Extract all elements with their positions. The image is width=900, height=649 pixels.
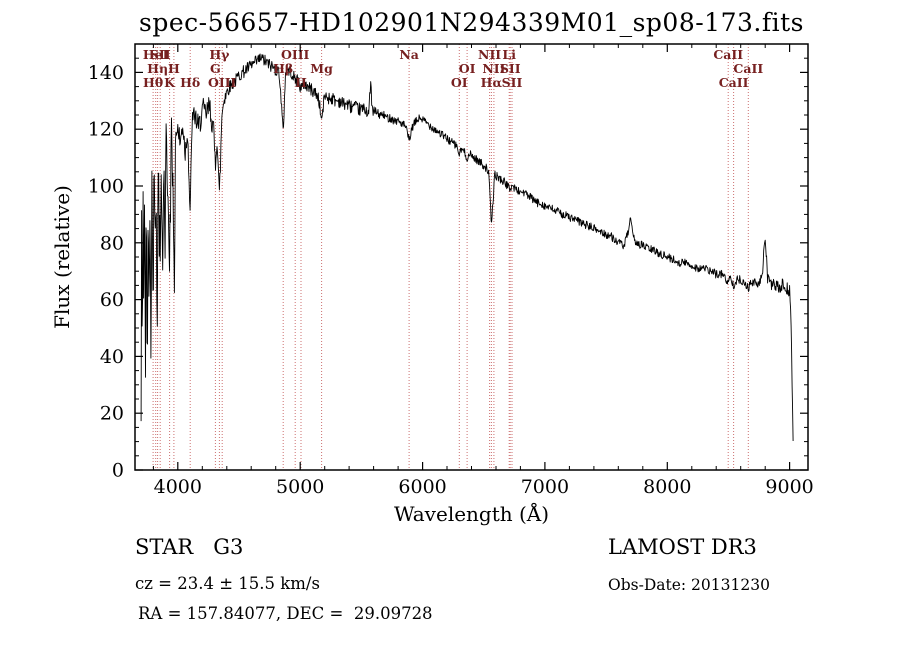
svg-text:SII: SII — [150, 47, 171, 62]
svg-text:NII: NII — [478, 47, 501, 62]
svg-text:Hθ: Hθ — [143, 75, 163, 90]
svg-text:NII: NII — [482, 61, 505, 76]
svg-text:G: G — [210, 61, 221, 76]
x-axis-label: Wavelength (Å) — [393, 502, 550, 526]
svg-text:OI: OI — [451, 75, 468, 90]
svg-text:80: 80 — [100, 232, 124, 254]
svg-text:Hα: Hα — [481, 75, 503, 90]
svg-text:Li: Li — [502, 47, 516, 62]
spectral-line-labels: HθHeIHηSIIKHHδGHγOIIIHβOIIIIIMgNaOIOINII… — [143, 47, 763, 90]
svg-text:OIII: OIII — [208, 75, 237, 90]
svg-text:H: H — [168, 61, 180, 76]
svg-text:OI: OI — [459, 61, 476, 76]
svg-text:0: 0 — [112, 460, 124, 482]
ra-dec-text: RA = 157.84077, DEC = 29.09728 — [138, 604, 433, 623]
svg-text:Hη: Hη — [147, 61, 168, 76]
axes: 4000 5000 6000 7000 8000 9000 0 20 40 60 80 100 120 1… — [88, 43, 814, 498]
svg-text:7000: 7000 — [521, 476, 569, 498]
obs-date-text: Obs-Date: 20131230 — [608, 576, 770, 594]
svg-text:CaII: CaII — [713, 47, 743, 62]
spectrum-trace — [140, 53, 794, 442]
svg-text:100: 100 — [88, 176, 124, 198]
svg-text:Hδ: Hδ — [180, 75, 200, 90]
classification-text: STAR G3 — [135, 535, 244, 559]
svg-text:6000: 6000 — [398, 476, 446, 498]
svg-text:SII: SII — [502, 75, 523, 90]
svg-text:8000: 8000 — [643, 476, 691, 498]
svg-text:Mg: Mg — [310, 61, 333, 76]
svg-text:OIII: OIII — [281, 47, 310, 62]
svg-text:K: K — [164, 75, 176, 90]
svg-text:II: II — [295, 75, 307, 90]
svg-text:40: 40 — [100, 346, 124, 368]
svg-text:140: 140 — [88, 62, 124, 84]
cz-text: cz = 23.4 ± 15.5 km/s — [135, 574, 320, 593]
svg-text:120: 120 — [88, 119, 124, 141]
svg-text:CaII: CaII — [733, 61, 763, 76]
svg-text:Na: Na — [399, 47, 419, 62]
svg-text:4000: 4000 — [154, 476, 202, 498]
chart-title: spec-56657-HD102901N294339M01_sp08-173.f… — [139, 8, 804, 37]
svg-text:Hβ: Hβ — [273, 61, 293, 76]
survey-text: LAMOST DR3 — [608, 535, 757, 559]
svg-text:20: 20 — [100, 403, 124, 425]
svg-text:9000: 9000 — [765, 476, 813, 498]
svg-text:60: 60 — [100, 289, 124, 311]
y-axis-label: Flux (relative) — [50, 185, 74, 329]
svg-text:SII: SII — [500, 61, 521, 76]
svg-text:CaII: CaII — [719, 75, 749, 90]
svg-text:HeI: HeI — [143, 47, 169, 62]
svg-text:Hγ: Hγ — [209, 47, 230, 62]
spectral-line-markers — [152, 44, 749, 470]
svg-text:5000: 5000 — [276, 476, 324, 498]
